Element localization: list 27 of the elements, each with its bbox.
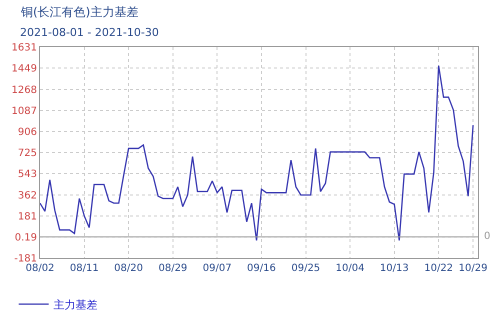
- y-tick-label: 1449: [12, 64, 37, 75]
- y-tick-label: 725: [18, 148, 37, 159]
- x-tick-label: 10/22: [424, 263, 454, 274]
- y-tick-label: 0.19: [14, 232, 37, 244]
- ref-line-label: 0: [484, 231, 490, 242]
- y-tick-label: 1268: [12, 84, 37, 96]
- x-tick-label: 09/07: [202, 263, 232, 274]
- y-tick-label: 906: [18, 126, 37, 138]
- line-series: [40, 65, 474, 242]
- x-tick-label: 08/11: [70, 263, 99, 274]
- y-tick-label: 181: [18, 211, 37, 222]
- y-tick-label: 1087: [12, 106, 37, 117]
- x-tick-label: 09/25: [291, 263, 320, 274]
- chart-subtitle: 2021-08-01 - 2021-10-30: [20, 26, 159, 39]
- x-tick-label: 08/20: [114, 263, 143, 274]
- y-tick-label: 543: [18, 169, 37, 180]
- y-tick-label: 1631: [12, 42, 37, 54]
- x-tick-label: 10/13: [380, 263, 409, 274]
- chart-title: 铜(长江有色)主力基差: [20, 5, 138, 19]
- x-tick-label: 10/04: [336, 263, 364, 274]
- y-tick-label: 362: [18, 190, 37, 202]
- legend-label: 主力基差: [54, 298, 98, 312]
- x-tick-label: 10/29: [458, 263, 488, 274]
- x-tick-label: 09/16: [247, 263, 276, 274]
- y-tick-label: -181: [14, 254, 37, 264]
- x-tick-label: 08/02: [26, 263, 54, 274]
- x-tick-label: 08/29: [158, 263, 188, 274]
